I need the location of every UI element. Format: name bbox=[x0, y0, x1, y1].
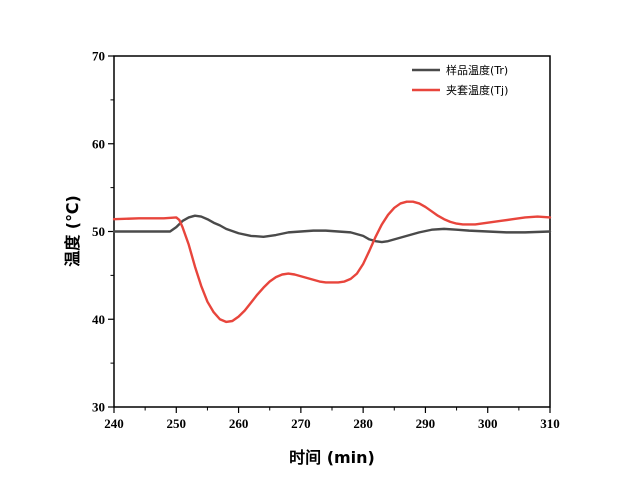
y-tick-label: 40 bbox=[92, 312, 105, 327]
y-tick-label: 30 bbox=[92, 400, 105, 415]
x-tick-label: 240 bbox=[104, 416, 124, 431]
y-tick-label: 50 bbox=[92, 224, 105, 239]
x-tick-label: 310 bbox=[540, 416, 560, 431]
legend: 样品温度(Tr) 夹套温度(Tj) bbox=[412, 63, 508, 97]
series-group bbox=[112, 200, 552, 324]
legend-label: 样品温度(Tr) bbox=[446, 63, 508, 77]
y-axis-title: 温度 (℃) bbox=[63, 195, 82, 268]
x-tick-label: 270 bbox=[291, 416, 311, 431]
x-tick-label: 300 bbox=[478, 416, 498, 431]
series-line-1 bbox=[112, 214, 552, 244]
axis-ticks: 240 250 260 270 280 290 300 310 30 40 50 60 70 bbox=[92, 49, 560, 432]
x-tick-label: 280 bbox=[353, 416, 373, 431]
legend-label: 夹套温度(Tj) bbox=[446, 83, 508, 97]
y-tick-label: 70 bbox=[92, 49, 105, 64]
series-line-2 bbox=[112, 200, 552, 324]
y-tick-label: 60 bbox=[92, 136, 105, 151]
x-tick-label: 290 bbox=[416, 416, 436, 431]
x-tick-label: 250 bbox=[167, 416, 187, 431]
x-axis-title: 时间 (min) bbox=[289, 448, 375, 467]
x-tick-label: 260 bbox=[229, 416, 249, 431]
